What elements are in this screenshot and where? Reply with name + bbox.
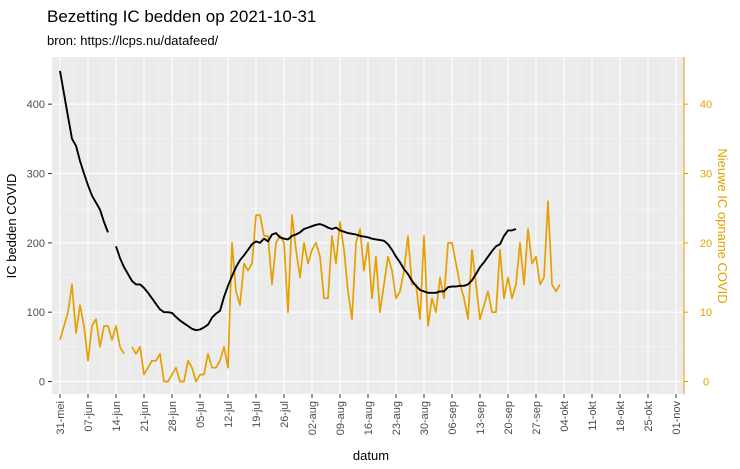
right-tick-label: 30 xyxy=(700,168,712,180)
x-tick-label: 28-jun xyxy=(167,401,179,432)
x-tick-label: 20-sep xyxy=(503,401,515,435)
chart-subtitle: bron: https://lcps.nu/datafeed/ xyxy=(47,33,219,48)
right-tick-label: 0 xyxy=(703,377,709,389)
x-tick-label: 16-aug xyxy=(363,401,375,435)
left-tick-label: 0 xyxy=(39,377,45,389)
x-tick-label: 25-okt xyxy=(643,401,655,432)
left-tick-label: 400 xyxy=(27,99,45,111)
x-tick-label: 21-jun xyxy=(139,401,151,432)
grid-lines xyxy=(52,57,684,394)
right-tick-label: 40 xyxy=(700,99,712,111)
x-tick-label: 01-nov xyxy=(671,401,683,435)
x-tick-label: 05-jul xyxy=(195,401,207,428)
x-tick-label: 31-mei xyxy=(55,401,67,435)
x-tick-label: 19-jul xyxy=(251,401,263,428)
x-tick-label: 04-okt xyxy=(559,401,571,432)
left-tick-label: 200 xyxy=(27,238,45,250)
x-tick-label: 26-jul xyxy=(279,401,291,428)
x-tick-label: 09-aug xyxy=(335,401,347,435)
left-tick-label: 100 xyxy=(27,307,45,319)
right-axis-ticks: 0 10 20 30 40 xyxy=(684,99,712,389)
x-tick-label: 12-jul xyxy=(223,401,235,428)
x-tick-label: 02-aug xyxy=(307,401,319,435)
left-axis-title: IC bedden COVID xyxy=(4,174,19,279)
x-tick-label: 11-okt xyxy=(587,401,599,431)
x-axis-ticks: 31-mei 07-jun 14-jun 21-jun 28-jun 05-jul 12-j… xyxy=(55,394,683,435)
x-tick-label: 23-aug xyxy=(391,401,403,435)
x-tick-label: 30-aug xyxy=(419,401,431,435)
left-tick-label: 300 xyxy=(27,168,45,180)
left-axis-ticks: 0 100 200 300 400 xyxy=(27,99,52,389)
x-tick-label: 07-jun xyxy=(83,401,95,432)
chart-title: Bezetting IC bedden op 2021-10-31 xyxy=(47,7,316,26)
x-axis-title: datum xyxy=(353,448,389,463)
series-layer xyxy=(59,70,561,383)
right-axis-title: Nieuwe IC opname COVID xyxy=(715,148,730,303)
x-tick-label: 18-okt xyxy=(615,401,627,432)
right-tick-label: 20 xyxy=(700,238,712,250)
x-tick-label: 13-sep xyxy=(475,401,487,435)
x-tick-label: 27-sep xyxy=(531,401,543,435)
x-tick-label: 14-jun xyxy=(111,401,123,432)
x-tick-label: 06-sep xyxy=(447,401,459,435)
right-tick-label: 10 xyxy=(700,307,712,319)
